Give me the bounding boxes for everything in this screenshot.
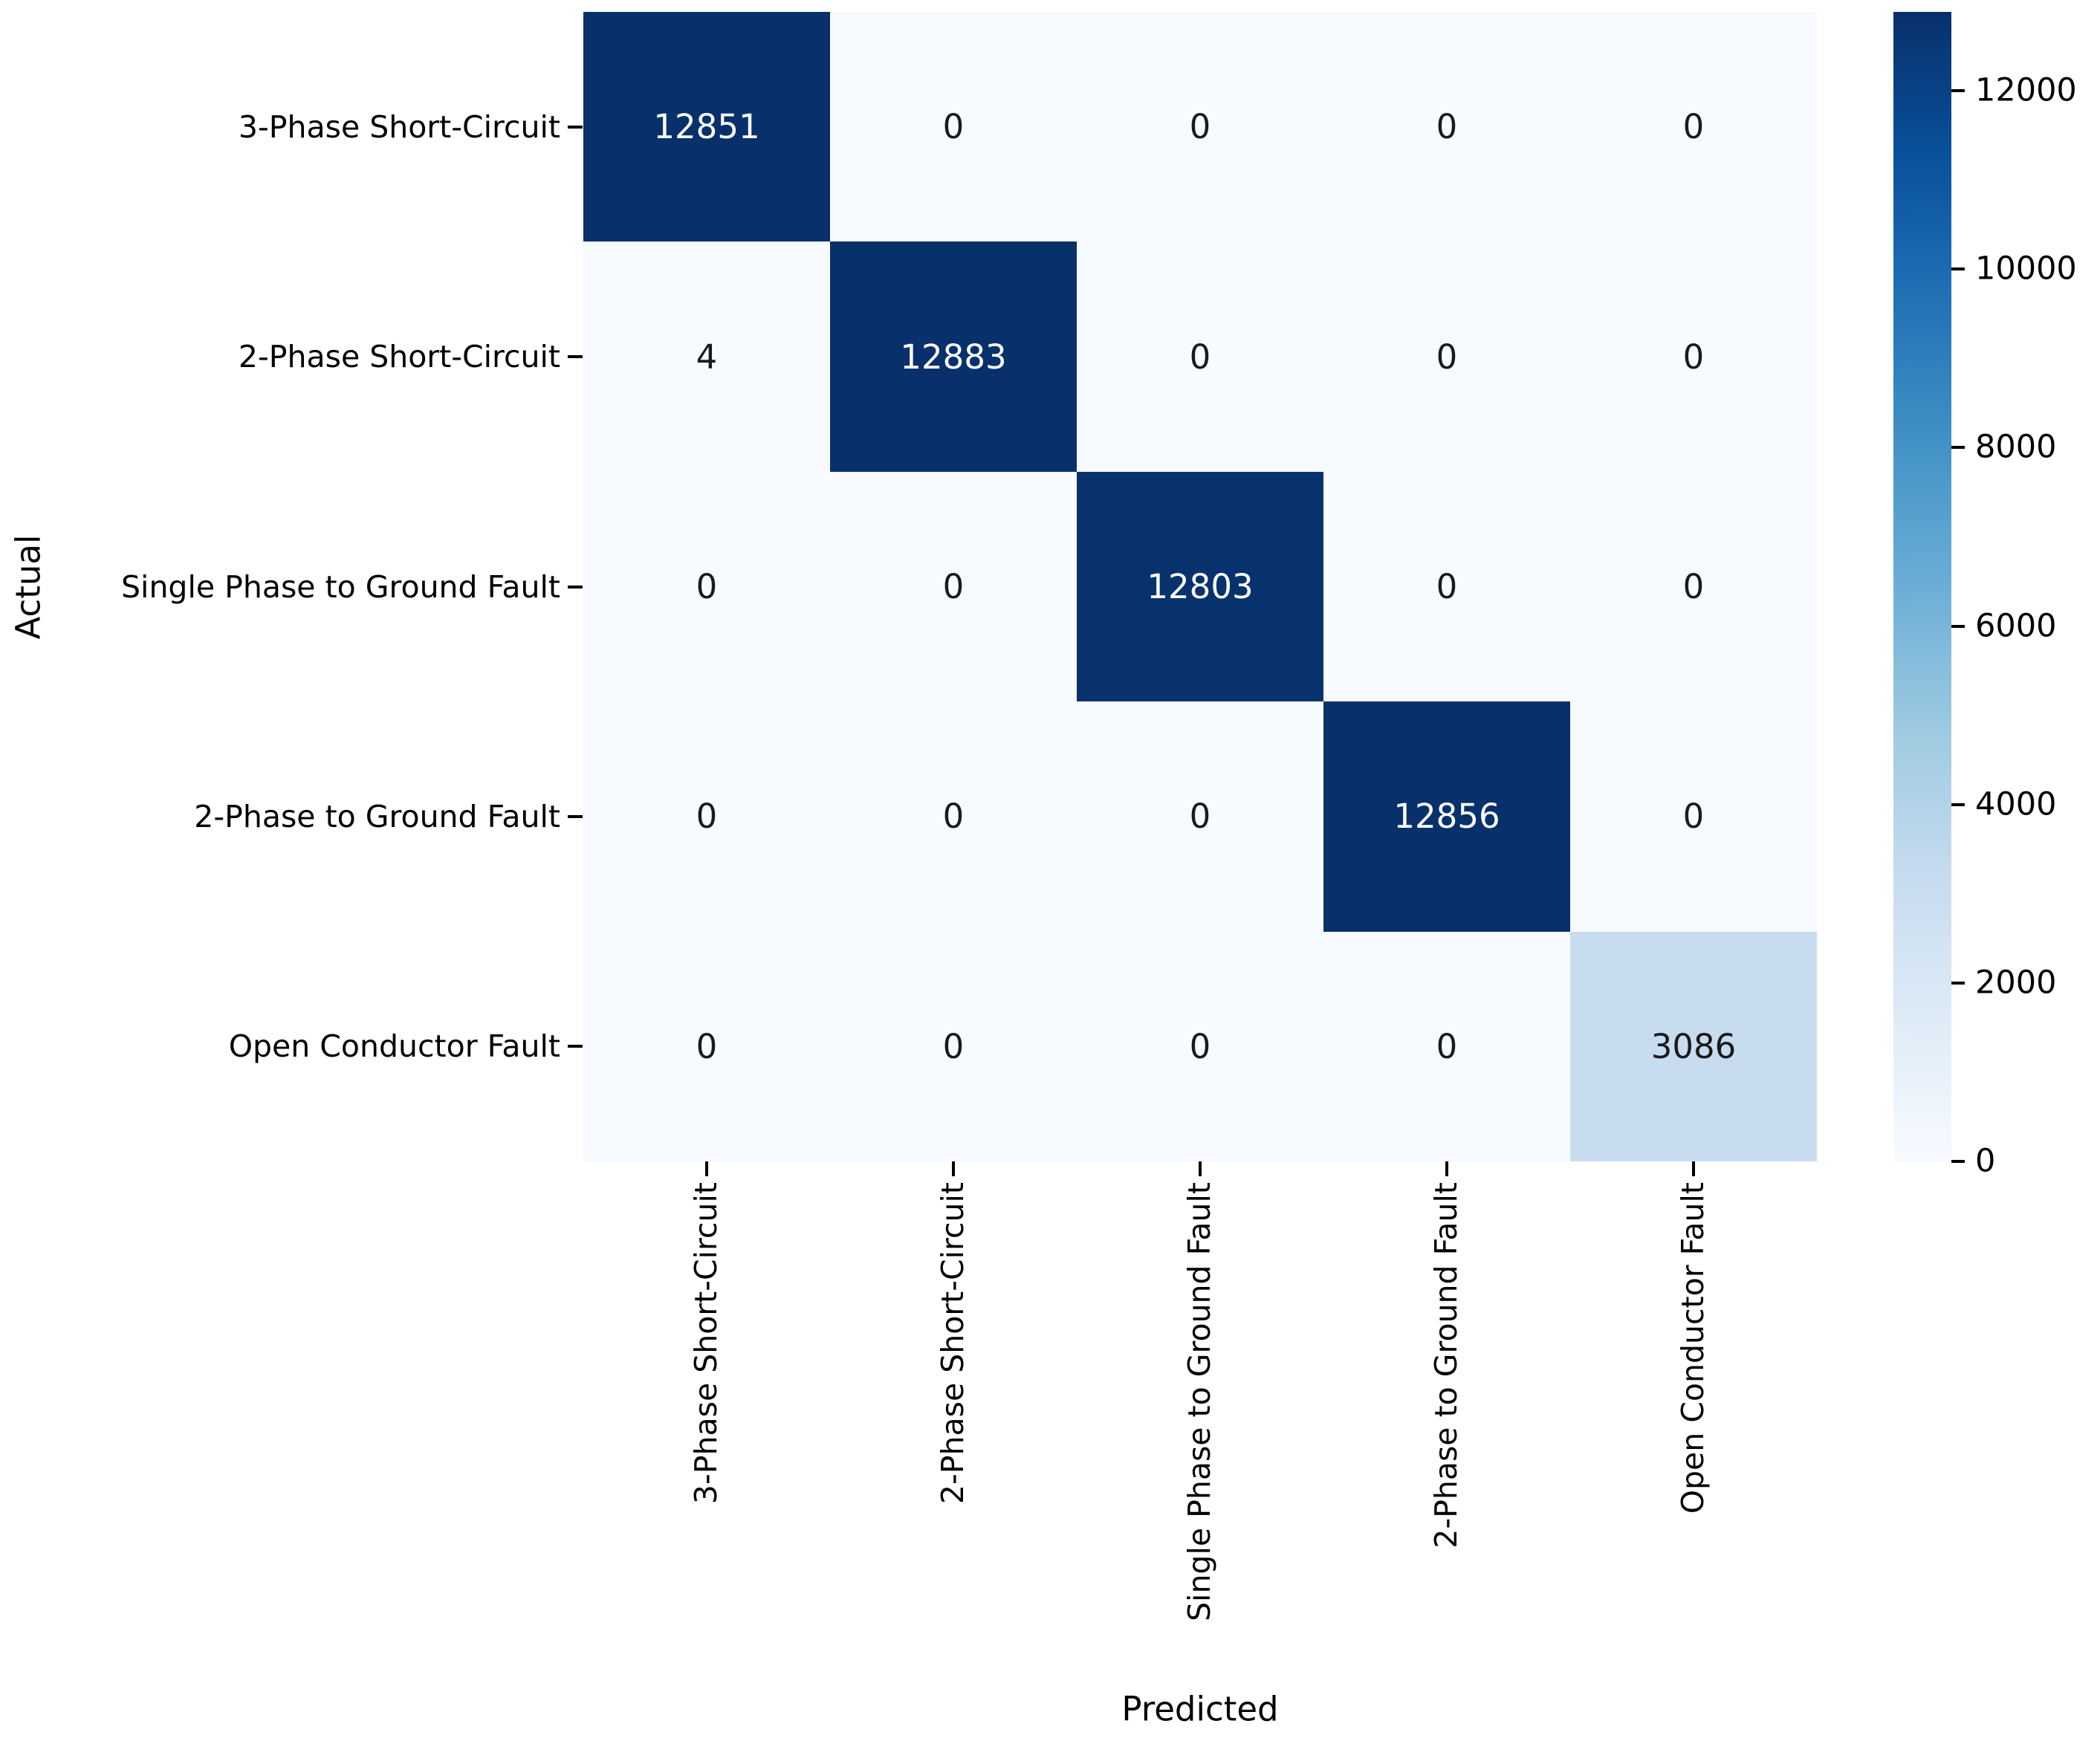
heatmap-cell: 3086: [1570, 931, 1817, 1161]
colorbar-tick-label: 12000: [1975, 71, 2077, 109]
heatmap-cell: 0: [1570, 12, 1817, 242]
heatmap-cell: 12856: [1323, 701, 1570, 932]
x-tick-label: Single Phase to Ground Fault: [1182, 1182, 1218, 1621]
x-tick-mark: [705, 1161, 708, 1176]
colorbar-tick-mark: [1951, 446, 1965, 450]
y-tick-label: 2-Phase Short-Circuit: [238, 339, 560, 375]
colorbar-tick-label: 4000: [1975, 785, 2057, 823]
y-tick-mark: [568, 585, 583, 588]
x-tick-mark: [952, 1161, 955, 1176]
colorbar-tick-mark: [1951, 267, 1965, 271]
x-tick-mark: [1445, 1161, 1448, 1176]
heatmap-cell: 0: [1323, 471, 1570, 702]
heatmap-cell: 0: [1077, 241, 1323, 472]
heatmap-cell: 0: [1323, 931, 1570, 1161]
x-tick-mark: [1692, 1161, 1695, 1176]
x-tick-label: 2-Phase Short-Circuit: [935, 1182, 971, 1505]
heatmap-cell: 0: [1323, 12, 1570, 242]
colorbar-tick-label: 10000: [1975, 250, 2077, 288]
x-tick-label: 3-Phase Short-Circuit: [688, 1182, 725, 1505]
heatmap-cell: 0: [1077, 701, 1323, 932]
colorbar-tick-label: 0: [1975, 1142, 1996, 1180]
y-tick-label: 3-Phase Short-Circuit: [238, 108, 560, 145]
heatmap-cell: 0: [830, 701, 1077, 932]
heatmap-cell: 0: [583, 931, 830, 1161]
y-tick-mark: [568, 125, 583, 129]
heatmap-cell: 0: [830, 12, 1077, 242]
heatmap-cell: 12883: [830, 241, 1077, 472]
x-tick-mark: [1199, 1161, 1202, 1176]
heatmap-cell: 0: [830, 471, 1077, 702]
heatmap-cell: 0: [1077, 12, 1323, 242]
y-tick-label: Open Conductor Fault: [228, 1028, 560, 1065]
colorbar-tick-mark: [1951, 802, 1965, 806]
heatmap-cell: 0: [583, 701, 830, 932]
heatmap-cell: 0: [1323, 241, 1570, 472]
heatmap-cell: 12803: [1077, 471, 1323, 702]
heatmap-cell: 0: [1570, 241, 1817, 472]
y-tick-label: 2-Phase to Ground Fault: [194, 798, 560, 834]
x-tick-label: Open Conductor Fault: [1675, 1182, 1711, 1514]
colorbar-tick-label: 6000: [1975, 607, 2057, 645]
colorbar-tick-mark: [1951, 981, 1965, 985]
y-tick-mark: [568, 355, 583, 359]
heatmap-cell: 0: [1570, 701, 1817, 932]
y-tick-label: Single Phase to Ground Fault: [121, 568, 560, 605]
heatmap-cell: 0: [830, 931, 1077, 1161]
heatmap-grid: 12851 0 0 0 0 4 12883 0 0 0 0 0 12803 0 0 0 0 0 12856 0 0 0 0 0…: [583, 12, 1817, 1161]
x-axis-label: Predicted: [1121, 1689, 1279, 1729]
heatmap-cell: 0: [583, 471, 830, 702]
heatmap-cell: 0: [1077, 931, 1323, 1161]
colorbar-tick-mark: [1951, 89, 1965, 93]
x-tick-label: 2-Phase to Ground Fault: [1428, 1182, 1465, 1549]
colorbar-tick-mark: [1951, 624, 1965, 628]
colorbar: [1893, 12, 1951, 1161]
colorbar-tick-label: 8000: [1975, 428, 2057, 466]
colorbar-tick-label: 2000: [1975, 964, 2057, 1002]
y-tick-mark: [568, 1045, 583, 1048]
y-tick-mark: [568, 814, 583, 818]
colorbar-tick-mark: [1951, 1160, 1965, 1163]
heatmap-cell: 4: [583, 241, 830, 472]
heatmap-cell: 12851: [583, 12, 830, 242]
heatmap-cell: 0: [1570, 471, 1817, 702]
